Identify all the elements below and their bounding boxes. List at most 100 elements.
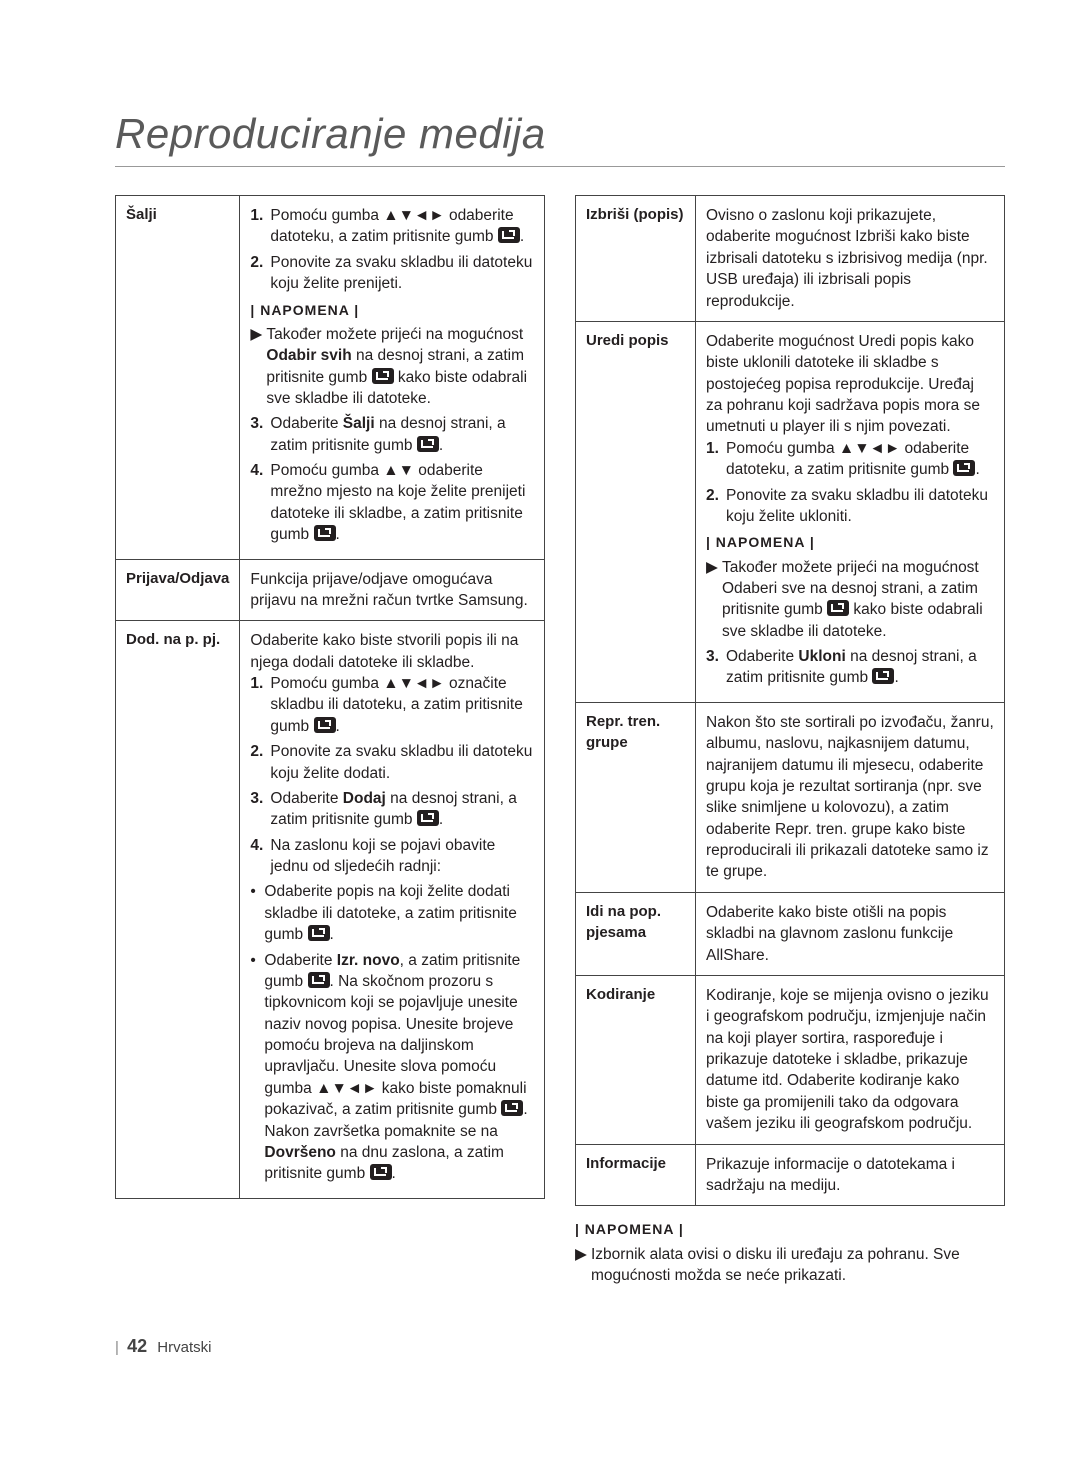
step-text: Pomoću gumba ▲▼◄► označite skladbu ili d… [270, 673, 534, 737]
enter-button-icon [417, 436, 439, 452]
table-row: Uredi popisOdaberite mogućnost Uredi pop… [576, 321, 1005, 702]
enter-button-icon [827, 600, 849, 616]
note-heading: | NAPOMENA | [706, 533, 994, 552]
bullet-icon: • [250, 950, 264, 1185]
body-text: Odaberite kako biste stvorili popis ili … [250, 630, 534, 673]
note-heading: | NAPOMENA | [250, 301, 534, 320]
row-label: Dod. na p. pj. [116, 621, 240, 1198]
row-label: Uredi popis [576, 321, 696, 702]
table-row: Idi na pop. pjesamaOdaberite kako biste … [576, 892, 1005, 975]
step-text: Pomoću gumba ▲▼◄► odaberite datoteku, a … [726, 438, 994, 481]
note-item: ▶Također možete prijeći na mogućnost Oda… [706, 557, 994, 643]
note-item: ▶ Izbornik alata ovisi o disku ili uređa… [575, 1244, 1005, 1287]
step-text: Ponovite za svaku skladbu ili datoteku k… [726, 485, 994, 528]
row-label: Šalji [116, 196, 240, 560]
body-text: Nakon što ste sortirali po izvođaču, žan… [706, 712, 994, 883]
step-text: Odaberite Šalji na desnoj strani, a zati… [270, 413, 534, 456]
bullet-item: •Odaberite Izr. novo, a zatim pritisnite… [250, 950, 534, 1185]
numbered-step: 1.Pomoću gumba ▲▼◄► odaberite datoteku, … [706, 438, 994, 481]
body-text: Ovisno o zaslonu koji prikazujete, odabe… [706, 205, 994, 312]
note-text: Također možete prijeći na mogućnost Odab… [266, 324, 534, 410]
bullet-item: •Odaberite popis na koji želite dodati s… [250, 881, 534, 945]
step-text: Pomoću gumba ▲▼ odaberite mrežno mjesto … [270, 460, 534, 546]
step-number: 3. [706, 646, 726, 689]
chevron-right-icon: ▶ [575, 1244, 591, 1287]
chevron-right-icon: ▶ [250, 324, 266, 410]
step-text: Odaberite Dodaj na desnoj strani, a zati… [270, 788, 534, 831]
row-body: Ovisno o zaslonu koji prikazujete, odabe… [696, 196, 1005, 322]
enter-button-icon [308, 925, 330, 941]
step-number: 3. [250, 788, 270, 831]
row-label: Informacije [576, 1144, 696, 1206]
numbered-step: 4.Pomoću gumba ▲▼ odaberite mrežno mjest… [250, 460, 534, 546]
table-row: KodiranjeKodiranje, koje se mijenja ovis… [576, 975, 1005, 1144]
table-row: InformacijePrikazuje informacije o datot… [576, 1144, 1005, 1206]
step-text: Pomoću gumba ▲▼◄► odaberite datoteku, a … [270, 205, 534, 248]
chevron-right-icon: ▶ [706, 557, 722, 643]
step-text: Na zaslonu koji se pojavi obavite jednu … [270, 835, 534, 878]
row-body: Funkcija prijave/odjave omogućava prijav… [240, 559, 545, 621]
table-row: Izbriši (popis)Ovisno o zaslonu koji pri… [576, 196, 1005, 322]
body-text: Odaberite kako biste otišli na popis skl… [706, 902, 994, 966]
numbered-step: 3.Odaberite Ukloni na desnoj strani, a z… [706, 646, 994, 689]
note-text: Također možete prijeći na mogućnost Odab… [722, 557, 994, 643]
step-number: 3. [250, 413, 270, 456]
enter-button-icon [314, 717, 336, 733]
left-table: Šalji1.Pomoću gumba ▲▼◄► odaberite datot… [115, 195, 545, 1199]
enter-button-icon [501, 1100, 523, 1116]
step-number: 1. [706, 438, 726, 481]
page-footer: | 42 Hrvatski [115, 1336, 1005, 1357]
table-row: Repr. tren. grupeNakon što ste sortirali… [576, 702, 1005, 892]
numbered-step: 3.Odaberite Šalji na desnoj strani, a za… [250, 413, 534, 456]
right-column: Izbriši (popis)Ovisno o zaslonu koji pri… [575, 195, 1005, 1290]
enter-button-icon [370, 1164, 392, 1180]
numbered-step: 4.Na zaslonu koji se pojavi obavite jedn… [250, 835, 534, 878]
step-text: Ponovite za svaku skladbu ili datoteku k… [270, 741, 534, 784]
step-number: 1. [250, 205, 270, 248]
body-text: Prikazuje informacije o datotekama i sad… [706, 1154, 994, 1197]
row-body: Odaberite kako biste otišli na popis skl… [696, 892, 1005, 975]
left-column: Šalji1.Pomoću gumba ▲▼◄► odaberite datot… [115, 195, 545, 1290]
right-table: Izbriši (popis)Ovisno o zaslonu koji pri… [575, 195, 1005, 1206]
numbered-step: 2.Ponovite za svaku skladbu ili datoteku… [250, 741, 534, 784]
enter-button-icon [417, 810, 439, 826]
note-heading: | NAPOMENA | [575, 1220, 1005, 1239]
body-text: Odaberite mogućnost Uredi popis kako bis… [706, 331, 994, 438]
numbered-step: 3.Odaberite Dodaj na desnoj strani, a za… [250, 788, 534, 831]
numbered-step: 1.Pomoću gumba ▲▼◄► označite skladbu ili… [250, 673, 534, 737]
step-text: Odaberite Ukloni na desnoj strani, a zat… [726, 646, 994, 689]
row-label: Idi na pop. pjesama [576, 892, 696, 975]
enter-button-icon [308, 972, 330, 988]
enter-button-icon [372, 368, 394, 384]
body-text: Kodiranje, koje se mijenja ovisno o jezi… [706, 985, 994, 1135]
page-lang: Hrvatski [157, 1339, 211, 1356]
step-number: 4. [250, 460, 270, 546]
numbered-step: 2.Ponovite za svaku skladbu ili datoteku… [706, 485, 994, 528]
numbered-step: 1.Pomoću gumba ▲▼◄► odaberite datoteku, … [250, 205, 534, 248]
page-title: Reproduciranje medija [115, 110, 1005, 167]
row-body: Nakon što ste sortirali po izvođaču, žan… [696, 702, 1005, 892]
page-container: Reproduciranje medija Šalji1.Pomoću gumb… [0, 0, 1080, 1417]
row-body: 1.Pomoću gumba ▲▼◄► odaberite datoteku, … [240, 196, 545, 560]
bullet-text: Odaberite popis na koji želite dodati sk… [264, 881, 534, 945]
enter-button-icon [498, 227, 520, 243]
note-item: ▶Također možete prijeći na mogućnost Oda… [250, 324, 534, 410]
table-row: Dod. na p. pj.Odaberite kako biste stvor… [116, 621, 545, 1198]
row-body: Odaberite kako biste stvorili popis ili … [240, 621, 545, 1198]
enter-button-icon [314, 525, 336, 541]
row-label: Prijava/Odjava [116, 559, 240, 621]
step-number: 4. [250, 835, 270, 878]
numbered-step: 2.Ponovite za svaku skladbu ili datoteku… [250, 252, 534, 295]
bullet-icon: • [250, 881, 264, 945]
row-label: Kodiranje [576, 975, 696, 1144]
two-columns: Šalji1.Pomoću gumba ▲▼◄► odaberite datot… [115, 195, 1005, 1290]
row-label: Izbriši (popis) [576, 196, 696, 322]
step-number: 2. [250, 252, 270, 295]
step-number: 2. [250, 741, 270, 784]
step-number: 1. [250, 673, 270, 737]
step-text: Ponovite za svaku skladbu ili datoteku k… [270, 252, 534, 295]
note-text: Izbornik alata ovisi o disku ili uređaju… [591, 1244, 1005, 1287]
bottom-note: | NAPOMENA | ▶ Izbornik alata ovisi o di… [575, 1220, 1005, 1286]
row-body: Odaberite mogućnost Uredi popis kako bis… [696, 321, 1005, 702]
bullet-text: Odaberite Izr. novo, a zatim pritisnite … [264, 950, 534, 1185]
